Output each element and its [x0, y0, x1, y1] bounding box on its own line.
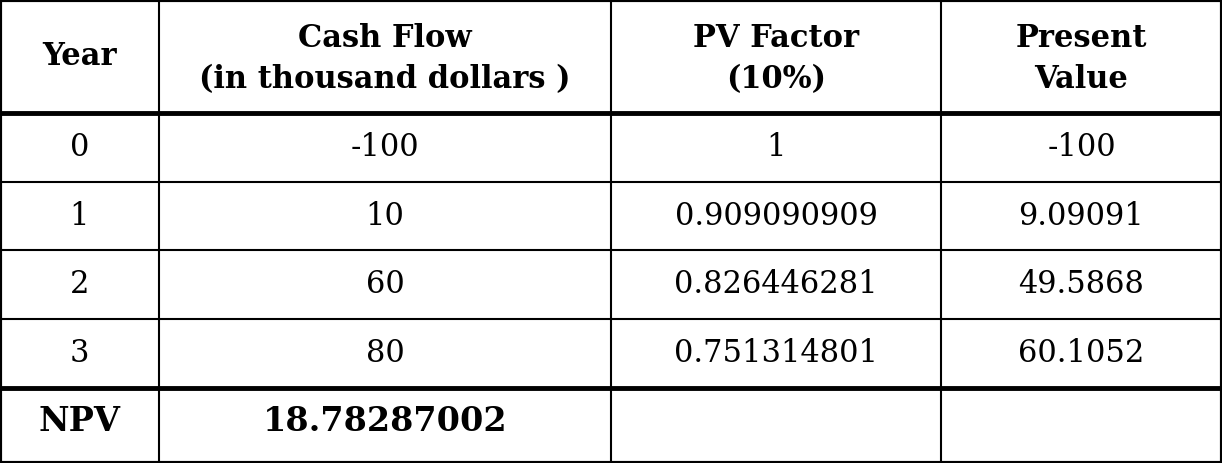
- Text: Value: Value: [1035, 64, 1128, 95]
- Text: 2: 2: [70, 269, 89, 300]
- Text: 18.78287002: 18.78287002: [263, 405, 507, 438]
- Text: 1: 1: [70, 201, 89, 232]
- Text: 9.09091: 9.09091: [1019, 201, 1144, 232]
- Text: 0.751314801: 0.751314801: [675, 338, 877, 369]
- Text: 0: 0: [70, 132, 89, 163]
- Text: NPV: NPV: [38, 405, 121, 438]
- Text: 0.909090909: 0.909090909: [675, 201, 877, 232]
- Text: 3: 3: [70, 338, 89, 369]
- Text: (10%): (10%): [726, 64, 826, 95]
- Text: PV Factor: PV Factor: [693, 23, 859, 54]
- Text: (in thousand dollars ): (in thousand dollars ): [199, 64, 571, 95]
- Text: 1: 1: [766, 132, 786, 163]
- Text: 60.1052: 60.1052: [1018, 338, 1145, 369]
- Text: -100: -100: [351, 132, 419, 163]
- Text: 60: 60: [365, 269, 404, 300]
- Text: 80: 80: [365, 338, 404, 369]
- Text: Present: Present: [1015, 23, 1147, 54]
- Text: -100: -100: [1047, 132, 1116, 163]
- Text: Year: Year: [42, 41, 117, 72]
- Text: 0.826446281: 0.826446281: [675, 269, 877, 300]
- Text: 10: 10: [365, 201, 404, 232]
- Text: Cash Flow: Cash Flow: [298, 23, 472, 54]
- Text: 49.5868: 49.5868: [1018, 269, 1145, 300]
